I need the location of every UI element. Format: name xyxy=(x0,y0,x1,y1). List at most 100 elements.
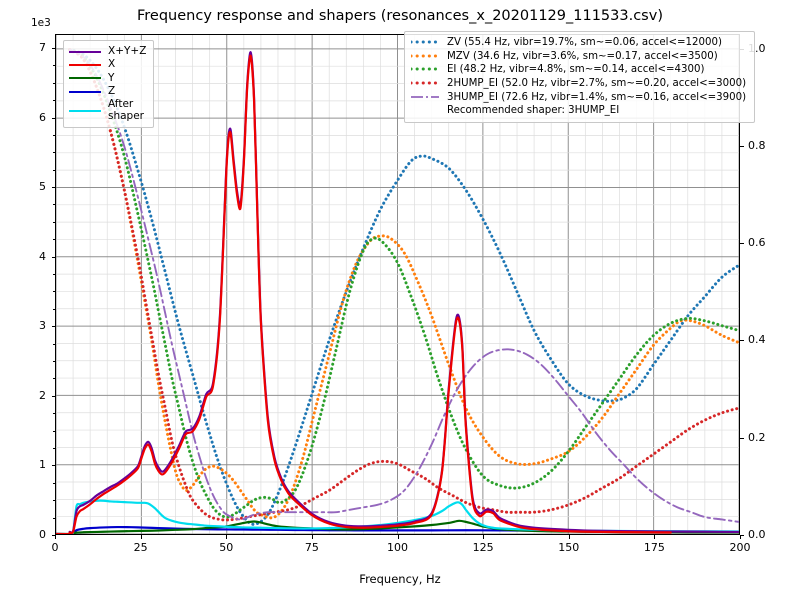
y-tick-left: 1 xyxy=(39,458,46,472)
y-minor-tickmark-left xyxy=(53,413,55,415)
y-minor-tickmark-left xyxy=(53,500,55,502)
shaper-curve-ei xyxy=(68,48,739,519)
line-swatch-icon xyxy=(69,63,101,66)
x-tick: 100 xyxy=(387,541,408,554)
x-tick: 50 xyxy=(219,541,234,554)
recommended-shaper-label: Recommended shaper: 3HUMP_EI xyxy=(447,105,620,117)
y-tickmark-left xyxy=(51,256,55,258)
shaper-legend-label: 2HUMP_EI (52.0 Hz, vibr=2.7%, sm~=0.20, … xyxy=(447,78,747,90)
y-minor-tickmark-left xyxy=(53,378,55,380)
psd-curve-x-y-z xyxy=(56,51,739,534)
x-tickmark xyxy=(740,535,741,539)
shaper-legend-item: 3HUMP_EI (72.6 Hz, vibr=1.4%, sm~=0.16, … xyxy=(411,90,746,104)
x-tick: 75 xyxy=(304,541,319,554)
x-tickmark xyxy=(226,535,228,539)
line-swatch-icon xyxy=(69,90,101,93)
shaper-legend-table: ZV (55.4 Hz, vibr=19.7%, sm~=0.06, accel… xyxy=(409,36,747,118)
shaper-curve-3hump_ei xyxy=(68,48,739,523)
y-tick-left: 0 xyxy=(39,528,46,541)
y-tick-right: 0.2 xyxy=(748,430,766,444)
y-tick-left: 5 xyxy=(39,180,46,194)
line-style-swatch-icon xyxy=(411,95,439,98)
shaper-curve-zv xyxy=(68,48,739,526)
y-tick-right: 0.0 xyxy=(748,528,766,541)
psd-curve-x xyxy=(56,54,672,534)
y-tick-left: 3 xyxy=(39,319,46,333)
line-swatch-icon xyxy=(69,50,101,53)
recommended-shaper-row: Recommended shaper: 3HUMP_EI xyxy=(411,104,746,118)
y-tickmark-left xyxy=(51,326,55,328)
y-minor-tickmark-left xyxy=(53,82,55,84)
y-tickmark-right xyxy=(740,437,744,439)
y-tickmark-left xyxy=(51,535,55,536)
y-minor-tickmark-left xyxy=(53,152,55,154)
psd-legend-label: After shaper xyxy=(108,98,145,122)
y-minor-tickmark-left xyxy=(53,65,55,67)
x-tickmark xyxy=(654,535,656,539)
psd-legend-item: X xyxy=(69,58,146,71)
shaper-legend-label: MZV (34.6 Hz, vibr=3.6%, sm~=0.17, accel… xyxy=(447,50,718,62)
chart-title: Frequency response and shapers (resonanc… xyxy=(137,8,663,24)
y-minor-tickmark-left xyxy=(53,482,55,484)
shaper-legend-swatch xyxy=(409,50,447,64)
shaper-legend-label: ZV (55.4 Hz, vibr=19.7%, sm~=0.06, accel… xyxy=(447,37,722,49)
y-tick-left: 4 xyxy=(39,249,46,263)
y-minor-tickmark-left xyxy=(53,239,55,241)
y-minor-tickmark-left xyxy=(53,100,55,102)
shaper-legend-swatch xyxy=(409,36,447,50)
shaper-legend-swatch xyxy=(409,77,447,91)
line-style-swatch-icon xyxy=(409,54,441,58)
y-tickmark-left xyxy=(51,47,55,49)
y-axis-offset-text: 1e3 xyxy=(31,17,51,29)
shaper-curve-2hump_ei xyxy=(68,48,739,522)
y-tick-right: 0.6 xyxy=(748,236,766,250)
psd-legend-label: Z xyxy=(108,84,116,97)
x-tick: 0 xyxy=(51,541,59,554)
line-swatch-icon xyxy=(69,77,101,80)
line-style-swatch-icon xyxy=(409,81,441,85)
x-axis-label: Frequency, Hz xyxy=(359,572,441,586)
shaper-legend-item: 2HUMP_EI (52.0 Hz, vibr=2.7%, sm~=0.20, … xyxy=(409,77,747,91)
y-minor-tickmark-left xyxy=(53,448,55,450)
shaper-legend-item: MZV (34.6 Hz, vibr=3.6%, sm~=0.17, accel… xyxy=(409,50,746,64)
x-tickmark xyxy=(397,535,399,539)
y-tick-left: 2 xyxy=(39,388,46,402)
x-tick: 25 xyxy=(133,541,148,554)
x-tickmark xyxy=(483,535,485,539)
psd-legend-label: X xyxy=(108,58,116,71)
x-tickmark xyxy=(55,535,56,539)
y-tickmark-left xyxy=(51,117,55,119)
y-tickmark-left xyxy=(51,465,55,467)
y-tickmark-right xyxy=(740,243,744,245)
x-tick: 200 xyxy=(729,541,751,554)
psd-legend: X+Y+Z X Y Z After shaper xyxy=(63,40,155,128)
psd-legend-swatch xyxy=(69,58,108,71)
x-tickmark xyxy=(311,535,313,539)
shaper-legend-item: ZV (55.4 Hz, vibr=19.7%, sm~=0.06, accel… xyxy=(409,36,746,50)
y-tickmark-left xyxy=(51,395,55,397)
shaper-legend-swatch xyxy=(409,63,447,77)
y-minor-tickmark-left xyxy=(53,134,55,136)
shaper-legend-item: EI (48.2 Hz, vibr=4.8%, sm~=0.14, accel<… xyxy=(409,63,746,77)
y-tickmark-right xyxy=(740,340,744,342)
shaper-legend-swatch xyxy=(411,90,447,104)
y-minor-tickmark-left xyxy=(53,517,55,519)
psd-legend-item: Z xyxy=(69,85,146,98)
psd-legend-swatch xyxy=(69,45,108,58)
y-tick-left: 7 xyxy=(39,40,46,54)
recommended-spacer xyxy=(411,104,447,118)
y-minor-tickmark-left xyxy=(53,204,55,206)
y-minor-tickmark-left xyxy=(53,221,55,223)
y-tickmark-left xyxy=(51,187,55,189)
line-style-swatch-icon xyxy=(409,67,441,71)
x-tickmark xyxy=(140,535,142,539)
y-tick-left: 6 xyxy=(39,110,46,124)
y-minor-tickmark-left xyxy=(53,169,55,171)
shaper-legend: ZV (55.4 Hz, vibr=19.7%, sm~=0.06, accel… xyxy=(404,31,756,123)
x-tick: 150 xyxy=(558,541,580,554)
psd-legend-item: X+Y+Z xyxy=(69,45,146,58)
shaper-legend-label: EI (48.2 Hz, vibr=4.8%, sm~=0.14, accel<… xyxy=(447,64,705,76)
y-tickmark-right xyxy=(740,535,744,536)
x-tickmark xyxy=(568,535,570,539)
